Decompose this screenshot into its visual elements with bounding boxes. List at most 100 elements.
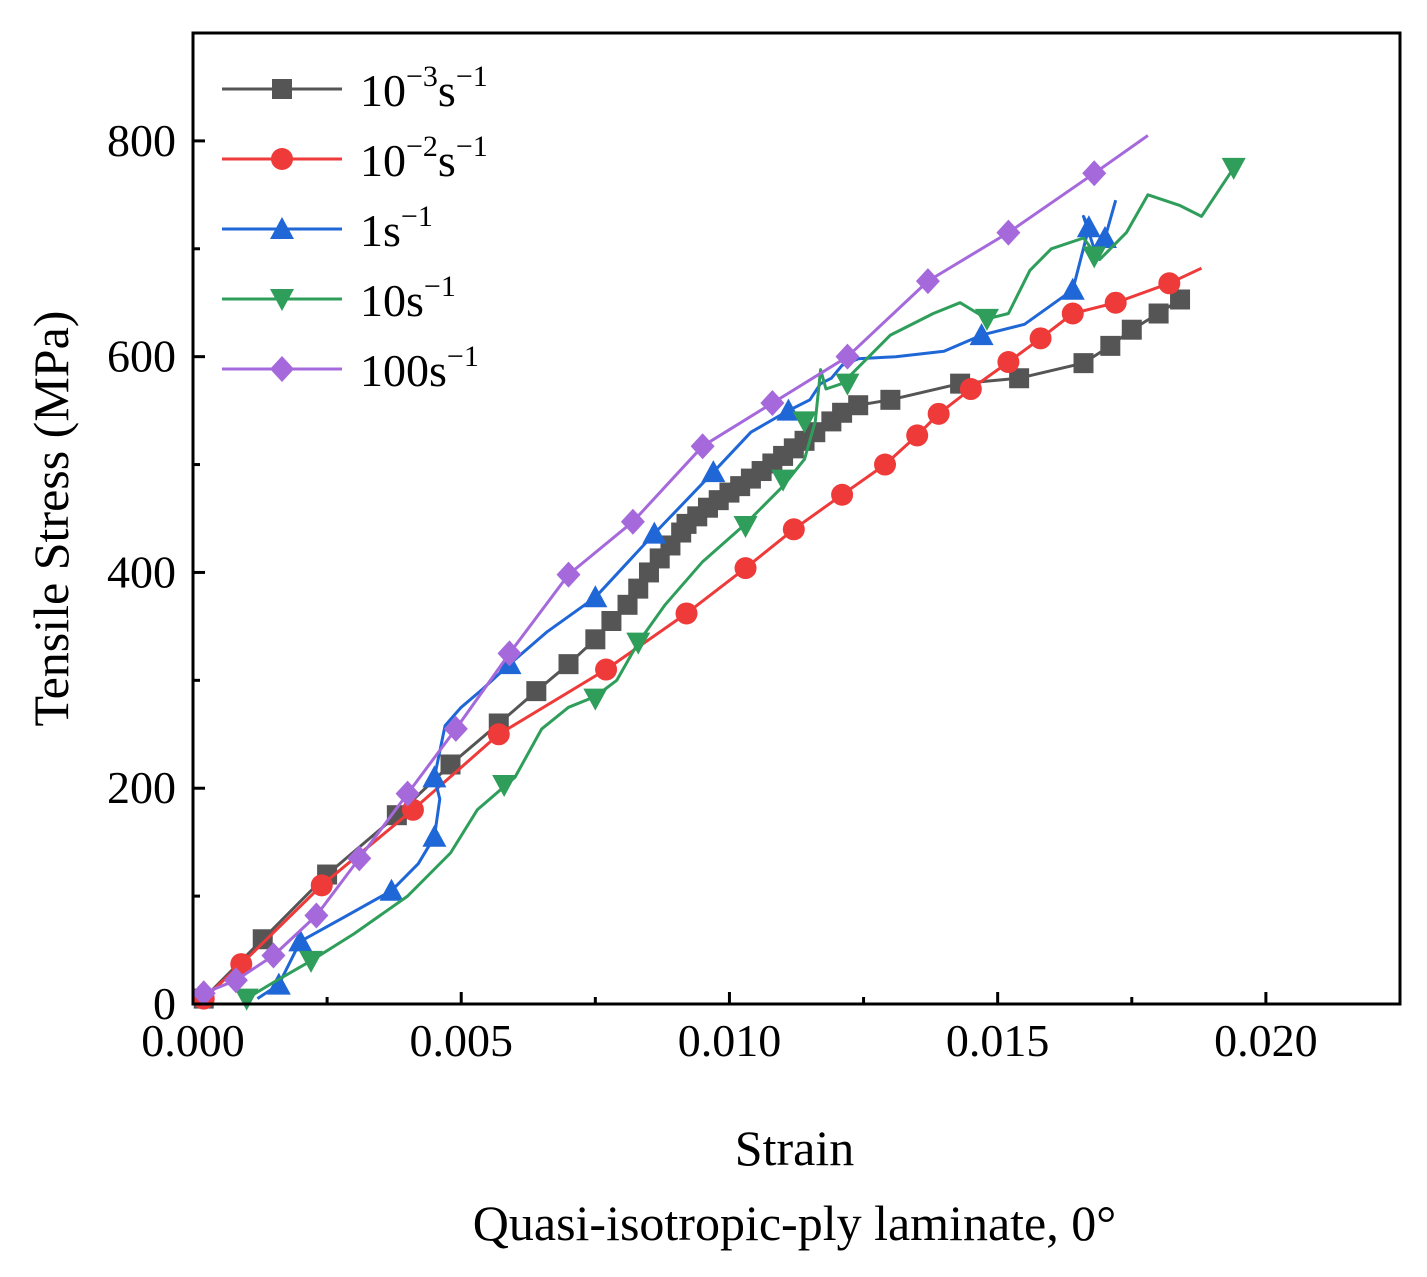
data-point-circle bbox=[734, 557, 757, 580]
series-triangle-down bbox=[234, 157, 1246, 1011]
data-point-square bbox=[628, 578, 649, 599]
legend-marker-square bbox=[272, 79, 292, 99]
chart-subtitle: Quasi-isotropic-ply laminate, 0° bbox=[473, 1195, 1116, 1251]
series-square bbox=[193, 289, 1191, 1009]
data-point-triangle-up bbox=[583, 585, 608, 608]
data-point-diamond bbox=[1082, 160, 1107, 187]
data-point-square bbox=[585, 629, 606, 650]
data-point-triangle-down bbox=[1221, 157, 1246, 180]
data-point-diamond bbox=[620, 508, 645, 535]
legend: 10−3​s−1​ 10−2​s−1​ 1s−1​ 10s−1​ 100s−1​ bbox=[222, 60, 488, 396]
data-point-circle bbox=[782, 518, 805, 541]
data-point-square bbox=[880, 389, 901, 410]
data-point-diamond bbox=[191, 980, 216, 1007]
data-point-triangle-up bbox=[1092, 225, 1117, 248]
series-triangle-up bbox=[256, 199, 1118, 1000]
data-point-triangle-down bbox=[626, 632, 651, 655]
data-point-triangle-down bbox=[835, 373, 860, 396]
data-point-triangle-down bbox=[771, 469, 796, 492]
data-point-triangle-down bbox=[733, 516, 758, 539]
legend-text: 10 bbox=[360, 65, 406, 116]
data-point-diamond bbox=[304, 902, 329, 929]
data-point-square bbox=[1148, 303, 1169, 324]
data-point-circle bbox=[1158, 272, 1181, 295]
legend-label: 1s−1​ bbox=[360, 200, 433, 256]
data-point-circle bbox=[1029, 327, 1052, 350]
data-point-square bbox=[1121, 319, 1142, 340]
legend-text: s bbox=[438, 65, 456, 116]
data-point-triangle-up bbox=[1076, 215, 1101, 238]
legend-superscript: −3 bbox=[406, 60, 438, 93]
data-point-triangle-up bbox=[1060, 277, 1085, 300]
data-point-triangle-up bbox=[379, 878, 404, 901]
legend-item: 10−2​s−1​ bbox=[222, 130, 488, 186]
data-point-circle bbox=[595, 658, 618, 681]
data-point-triangle-down bbox=[583, 688, 608, 711]
data-point-diamond bbox=[760, 390, 785, 417]
data-point-square bbox=[440, 754, 461, 775]
legend-item: 1s−1​ bbox=[222, 200, 433, 256]
data-point-diamond bbox=[223, 967, 248, 994]
legend-text: s bbox=[406, 275, 424, 326]
legend-text: 1 bbox=[360, 205, 383, 256]
data-point-circle bbox=[927, 402, 950, 425]
data-point-square bbox=[252, 929, 273, 950]
data-point-triangle-down bbox=[234, 988, 259, 1011]
legend-text: s bbox=[429, 345, 447, 396]
data-point-triangle-up bbox=[422, 824, 447, 847]
legend-marker-circle bbox=[271, 148, 293, 170]
y-tick-label: 800 bbox=[107, 115, 176, 166]
data-point-diamond bbox=[556, 561, 581, 588]
data-point-triangle-up bbox=[776, 398, 801, 421]
data-point-triangle-up bbox=[701, 460, 726, 483]
data-point-diamond bbox=[690, 433, 715, 460]
series-diamond bbox=[191, 134, 1149, 1007]
data-point-triangle-up bbox=[288, 929, 313, 952]
legend-item: 100s−1​ bbox=[222, 340, 479, 396]
legend-superscript: −1 bbox=[424, 270, 456, 303]
data-point-triangle-down bbox=[299, 950, 324, 973]
legend-item: 10s−1​ bbox=[222, 270, 456, 326]
data-point-square bbox=[617, 594, 638, 615]
data-point-circle bbox=[487, 723, 510, 746]
data-point-circle bbox=[1061, 302, 1084, 325]
legend-superscript: −1 bbox=[401, 200, 433, 233]
series-line bbox=[245, 167, 1235, 1000]
data-point-triangle-down bbox=[492, 774, 517, 797]
x-tick-label: 0.010 bbox=[678, 1015, 782, 1066]
legend-marker-diamond bbox=[270, 356, 294, 382]
data-point-diamond bbox=[443, 715, 468, 742]
data-point-diamond bbox=[497, 640, 522, 667]
data-point-circle bbox=[959, 378, 982, 401]
data-point-square bbox=[832, 402, 853, 423]
legend-superscript: −1 bbox=[456, 60, 488, 93]
legend-marker-triangle-down bbox=[270, 289, 294, 311]
y-tick-label: 400 bbox=[107, 546, 176, 597]
legend-text: s bbox=[383, 205, 401, 256]
legend-text: 10 bbox=[360, 135, 406, 186]
legend-label: 10−3​s−1​ bbox=[360, 60, 488, 116]
x-tick-label: 0.000 bbox=[141, 1015, 245, 1066]
legend-superscript: −1 bbox=[447, 340, 479, 373]
data-point-circle bbox=[1104, 291, 1127, 314]
legend-superscript: −2 bbox=[406, 130, 438, 163]
y-tick-label: 600 bbox=[107, 331, 176, 382]
x-axis-title: Strain bbox=[735, 1120, 854, 1176]
data-point-diamond bbox=[347, 845, 372, 872]
data-point-triangle-up bbox=[969, 323, 994, 346]
data-point-circle bbox=[997, 351, 1020, 374]
data-point-square bbox=[1170, 289, 1191, 310]
y-axis-title: Tensile Stress (MPa) bbox=[23, 311, 79, 727]
data-point-triangle-up bbox=[266, 972, 291, 995]
data-point-square bbox=[1100, 335, 1121, 356]
data-point-triangle-up bbox=[642, 521, 667, 544]
data-point-diamond bbox=[395, 780, 420, 807]
data-point-triangle-up bbox=[422, 765, 447, 788]
data-point-diamond bbox=[996, 219, 1021, 246]
series-layer bbox=[191, 134, 1246, 1011]
legend-item: 10−3​s−1​ bbox=[222, 60, 488, 116]
x-tick-label: 0.005 bbox=[409, 1015, 513, 1066]
data-point-triangle-down bbox=[974, 308, 999, 331]
data-point-triangle-down bbox=[792, 411, 817, 434]
